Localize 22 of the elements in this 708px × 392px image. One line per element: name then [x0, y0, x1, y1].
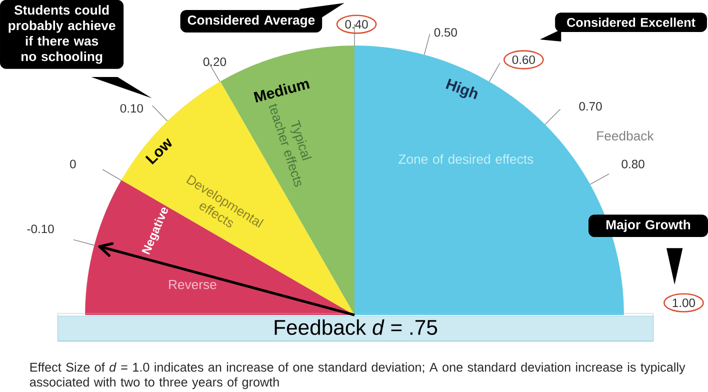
- text: -0.10: [27, 224, 54, 233]
- text: 1.00: [672, 298, 696, 307]
- text: Students could probably achieve if there was no schooling: [8, 4, 116, 64]
- text: Zone of desired effects: [398, 154, 534, 164]
- text: Effect Size of d = 1.0 indicates an increase of one standard deviation; A one standard deviation increase is typically associated with two to three years of growth: [30, 362, 686, 389]
- text: 0.60: [512, 55, 535, 64]
- text: 0.40: [345, 20, 368, 28]
- text: Feedback d = .75: [274, 319, 438, 335]
- text: 0.10: [120, 104, 143, 112]
- text: 0.80: [622, 160, 644, 168]
- slice-label: Medium: [254, 80, 310, 102]
- text: 0.70: [579, 102, 602, 110]
- text: Considered Average: [188, 14, 315, 28]
- text: Considered Excellent: [567, 17, 696, 27]
- text: Feedback: [597, 130, 654, 140]
- text: 0.50: [434, 28, 457, 36]
- text: Typical teacher effects: [269, 103, 312, 187]
- slice-label: High: [446, 78, 478, 99]
- text: Major Growth: [606, 220, 690, 232]
- text: Reverse: [169, 280, 216, 289]
- text: 0.20: [203, 57, 226, 66]
- text: 0: [70, 160, 76, 168]
